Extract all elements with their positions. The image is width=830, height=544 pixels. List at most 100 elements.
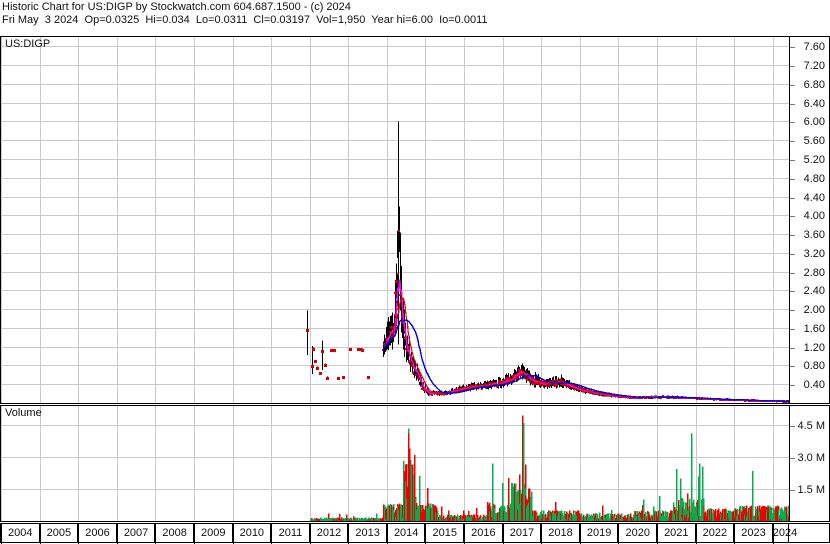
volume-bar	[347, 519, 349, 521]
price-close-dot	[359, 348, 362, 351]
x-axis-year-cell[interactable]	[194, 524, 233, 542]
price-close-dot	[556, 384, 558, 386]
volume-panel-label: Volume	[5, 407, 42, 419]
volume-bar	[710, 512, 712, 521]
volume-bar	[777, 505, 779, 521]
volume-bar	[411, 464, 413, 521]
price-close-dot	[405, 348, 407, 350]
x-axis-year-cell[interactable]	[773, 524, 789, 542]
volume-bar	[445, 519, 447, 521]
price-close-dot	[383, 343, 385, 345]
price-close-dot	[562, 384, 564, 386]
price-axis-tick	[790, 66, 795, 68]
volume-bar	[517, 511, 519, 521]
volume-bar	[401, 512, 403, 521]
x-axis-year-cell[interactable]	[425, 524, 465, 542]
volume-bar	[383, 504, 385, 521]
x-axis-year-label: 2020	[625, 527, 650, 539]
volume-bar	[387, 505, 389, 521]
volume-bar	[705, 511, 707, 521]
volume-bar	[519, 474, 521, 521]
x-axis-year-cell[interactable]	[696, 524, 735, 542]
volume-bar	[591, 514, 593, 521]
volume-bar	[366, 518, 368, 521]
volume-bar	[708, 508, 710, 521]
volume-bar	[315, 520, 317, 521]
price-plot-area[interactable]	[1, 37, 789, 403]
x-axis-year-cell[interactable]	[657, 524, 696, 542]
volume-bar	[452, 516, 454, 521]
volume-bar	[712, 512, 714, 521]
volume-bar	[548, 516, 550, 521]
volume-bar	[524, 486, 526, 521]
volume-bar	[444, 519, 446, 521]
volume-bar	[776, 512, 778, 521]
volume-gridline-vertical	[464, 406, 466, 521]
x-axis-year-cell[interactable]	[618, 524, 657, 542]
volume-bar	[713, 510, 715, 521]
x-axis-year-cell[interactable]	[348, 524, 387, 542]
x-axis-year-cell[interactable]	[117, 524, 156, 542]
x-axis-year-cell[interactable]	[1, 524, 40, 542]
volume-bar	[425, 505, 427, 521]
x-axis-separator	[348, 524, 350, 544]
x-axis-year-cell[interactable]	[387, 524, 426, 542]
volume-bar	[667, 514, 669, 521]
volume-bar	[787, 513, 789, 521]
x-axis-year-cell[interactable]	[541, 524, 580, 542]
x-axis-year-cell[interactable]	[78, 524, 117, 542]
x-axis-separator	[1, 524, 2, 544]
x-axis-year-cell[interactable]	[233, 524, 272, 542]
x-axis-year-label: 2023	[741, 527, 766, 539]
volume-bar	[567, 513, 569, 521]
x-axis-year-cell[interactable]	[40, 524, 79, 542]
volume-bar	[507, 518, 509, 521]
volume-bar	[355, 518, 357, 521]
volume-bar	[556, 510, 558, 521]
volume-bar	[406, 469, 408, 521]
volume-bar	[723, 510, 725, 521]
volume-bar	[413, 474, 415, 521]
volume-bar	[688, 517, 690, 521]
volume-gridline-vertical	[386, 406, 388, 521]
volume-bar	[758, 516, 760, 521]
price-axis-tick-label: 6.80	[803, 78, 825, 91]
volume-bar	[372, 517, 374, 521]
x-axis-separator	[734, 524, 736, 544]
x-axis-year-strip[interactable]: 2004 2005 2006 2007 2008 2009 2010 2011 2012 2013…	[0, 523, 830, 544]
volume-bar	[502, 482, 504, 521]
volume-bar	[758, 508, 760, 521]
price-close-dot	[401, 321, 403, 323]
price-close-dot	[507, 377, 509, 379]
volume-bar	[778, 510, 780, 521]
volume-bar	[394, 512, 396, 521]
volume-bar	[454, 516, 456, 521]
volume-bar	[334, 519, 336, 521]
x-axis-year-cell[interactable]	[271, 524, 310, 542]
x-axis-year-cell[interactable]	[503, 524, 542, 542]
price-gridline-vertical	[464, 37, 466, 403]
x-axis-year-cell[interactable]	[155, 524, 194, 542]
volume-bar	[580, 516, 582, 521]
volume-bar	[763, 506, 765, 521]
price-gridline-horizontal	[1, 140, 789, 142]
volume-bar	[487, 501, 489, 521]
x-axis-year-cell[interactable]	[580, 524, 619, 542]
price-panel[interactable]: US:DIGP	[0, 36, 790, 404]
x-axis-year-cell[interactable]	[310, 524, 349, 542]
volume-plot-area[interactable]	[1, 406, 789, 521]
volume-bar	[332, 517, 334, 521]
volume-bar	[540, 516, 542, 521]
volume-bar	[583, 515, 585, 521]
x-axis-year-label: 2014	[393, 527, 419, 539]
volume-bar	[498, 511, 500, 521]
volume-bar	[504, 506, 506, 521]
volume-bar	[604, 518, 606, 521]
x-axis-year-cell[interactable]	[734, 524, 773, 542]
volume-panel[interactable]: Volume	[0, 405, 790, 522]
x-axis-year-label: 2009	[200, 527, 226, 539]
volume-bar	[511, 483, 513, 521]
volume-bar	[751, 505, 753, 521]
x-axis-year-cell[interactable]	[464, 524, 503, 542]
